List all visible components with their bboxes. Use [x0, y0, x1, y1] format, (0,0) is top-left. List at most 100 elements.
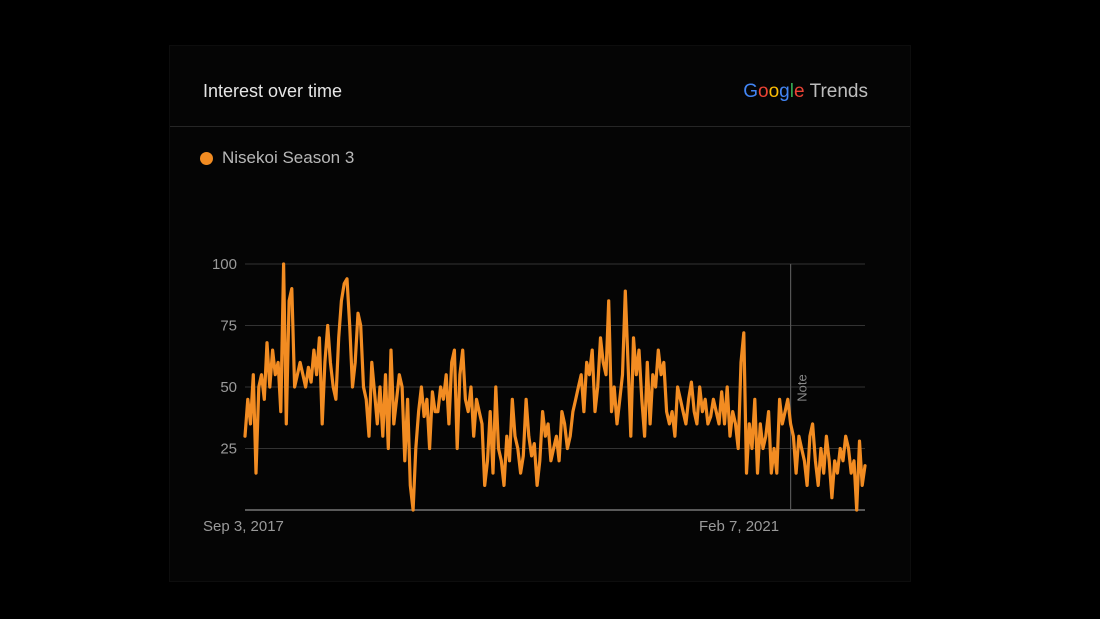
data-point [514, 435, 516, 438]
data-point [671, 410, 673, 413]
data-point [420, 386, 423, 388]
data-point [566, 447, 569, 450]
data-point [431, 391, 434, 393]
data-point [382, 435, 384, 438]
data-point [500, 460, 503, 462]
data-point [707, 423, 709, 425]
data-point [395, 398, 398, 401]
chart-legend[interactable]: Nisekoi Season 3 [200, 148, 354, 168]
data-point [682, 410, 684, 413]
data-point [536, 484, 538, 487]
data-point [285, 423, 288, 425]
data-point [605, 373, 607, 376]
data-point [426, 398, 428, 401]
data-point [709, 415, 712, 418]
data-point [828, 460, 830, 462]
data-point [718, 423, 720, 425]
data-point [864, 464, 866, 467]
data-point [569, 435, 571, 438]
data-point [806, 484, 808, 487]
data-point [792, 435, 795, 438]
data-point [811, 423, 814, 425]
data-point [346, 278, 348, 280]
data-point [489, 410, 492, 413]
data-point [599, 337, 602, 339]
data-point [759, 423, 762, 425]
data-point [610, 410, 613, 413]
data-point [448, 423, 450, 425]
data-point [492, 472, 494, 474]
data-point [274, 373, 277, 376]
data-point [679, 398, 682, 401]
data-point [657, 349, 660, 351]
data-point [437, 410, 439, 413]
data-point [594, 410, 596, 413]
data-point [406, 398, 409, 401]
data-point [340, 300, 343, 302]
data-point [517, 447, 519, 450]
data-point [528, 435, 530, 438]
data-point [483, 484, 486, 487]
data-point [541, 410, 544, 413]
data-point [855, 509, 858, 511]
data-point [244, 435, 246, 438]
data-point [324, 361, 326, 364]
data-point [376, 423, 379, 425]
data-point [362, 386, 365, 388]
y-tick-label: 100 [212, 256, 237, 273]
data-point [260, 373, 263, 376]
data-point [315, 373, 318, 376]
data-point [602, 361, 604, 364]
data-point [715, 410, 717, 413]
data-point [831, 496, 833, 499]
data-point [277, 361, 279, 364]
data-point [762, 447, 764, 450]
data-point [676, 386, 679, 388]
data-point [282, 263, 285, 265]
data-point [696, 423, 698, 425]
data-point [409, 484, 412, 487]
data-point [368, 435, 370, 438]
google-trends-logo[interactable]: Google Trends [743, 81, 868, 103]
data-point [354, 361, 357, 364]
data-point [563, 423, 566, 425]
data-point [304, 386, 307, 388]
data-point [726, 386, 728, 388]
data-point [822, 472, 825, 474]
trends-wordmark: Trends [809, 81, 868, 102]
data-point [798, 435, 800, 438]
data-point [720, 391, 723, 393]
data-point [450, 361, 453, 364]
data-point [632, 337, 635, 339]
data-point [296, 373, 299, 376]
data-point [249, 423, 252, 425]
data-point [269, 386, 271, 388]
note-label: Note [795, 374, 810, 401]
data-point [390, 349, 392, 351]
data-point [583, 410, 585, 413]
data-point [748, 423, 751, 425]
data-point [740, 361, 742, 364]
data-point [572, 410, 574, 413]
data-point [574, 398, 577, 401]
data-point [552, 447, 555, 450]
data-point [789, 423, 792, 425]
data-point [495, 386, 497, 388]
data-point [445, 373, 448, 376]
data-point [423, 415, 425, 418]
data-point [591, 349, 593, 351]
data-point [475, 398, 478, 401]
x-tick-label: Sep 3, 2017 [203, 518, 284, 535]
data-point [588, 373, 591, 376]
data-point [652, 373, 654, 376]
data-point [288, 300, 290, 302]
data-point [778, 398, 781, 401]
data-point [803, 460, 806, 462]
data-point [784, 410, 786, 413]
data-point [310, 381, 312, 383]
data-point [442, 398, 445, 401]
data-point [817, 484, 819, 487]
data-point [765, 435, 767, 438]
data-point [577, 386, 580, 388]
